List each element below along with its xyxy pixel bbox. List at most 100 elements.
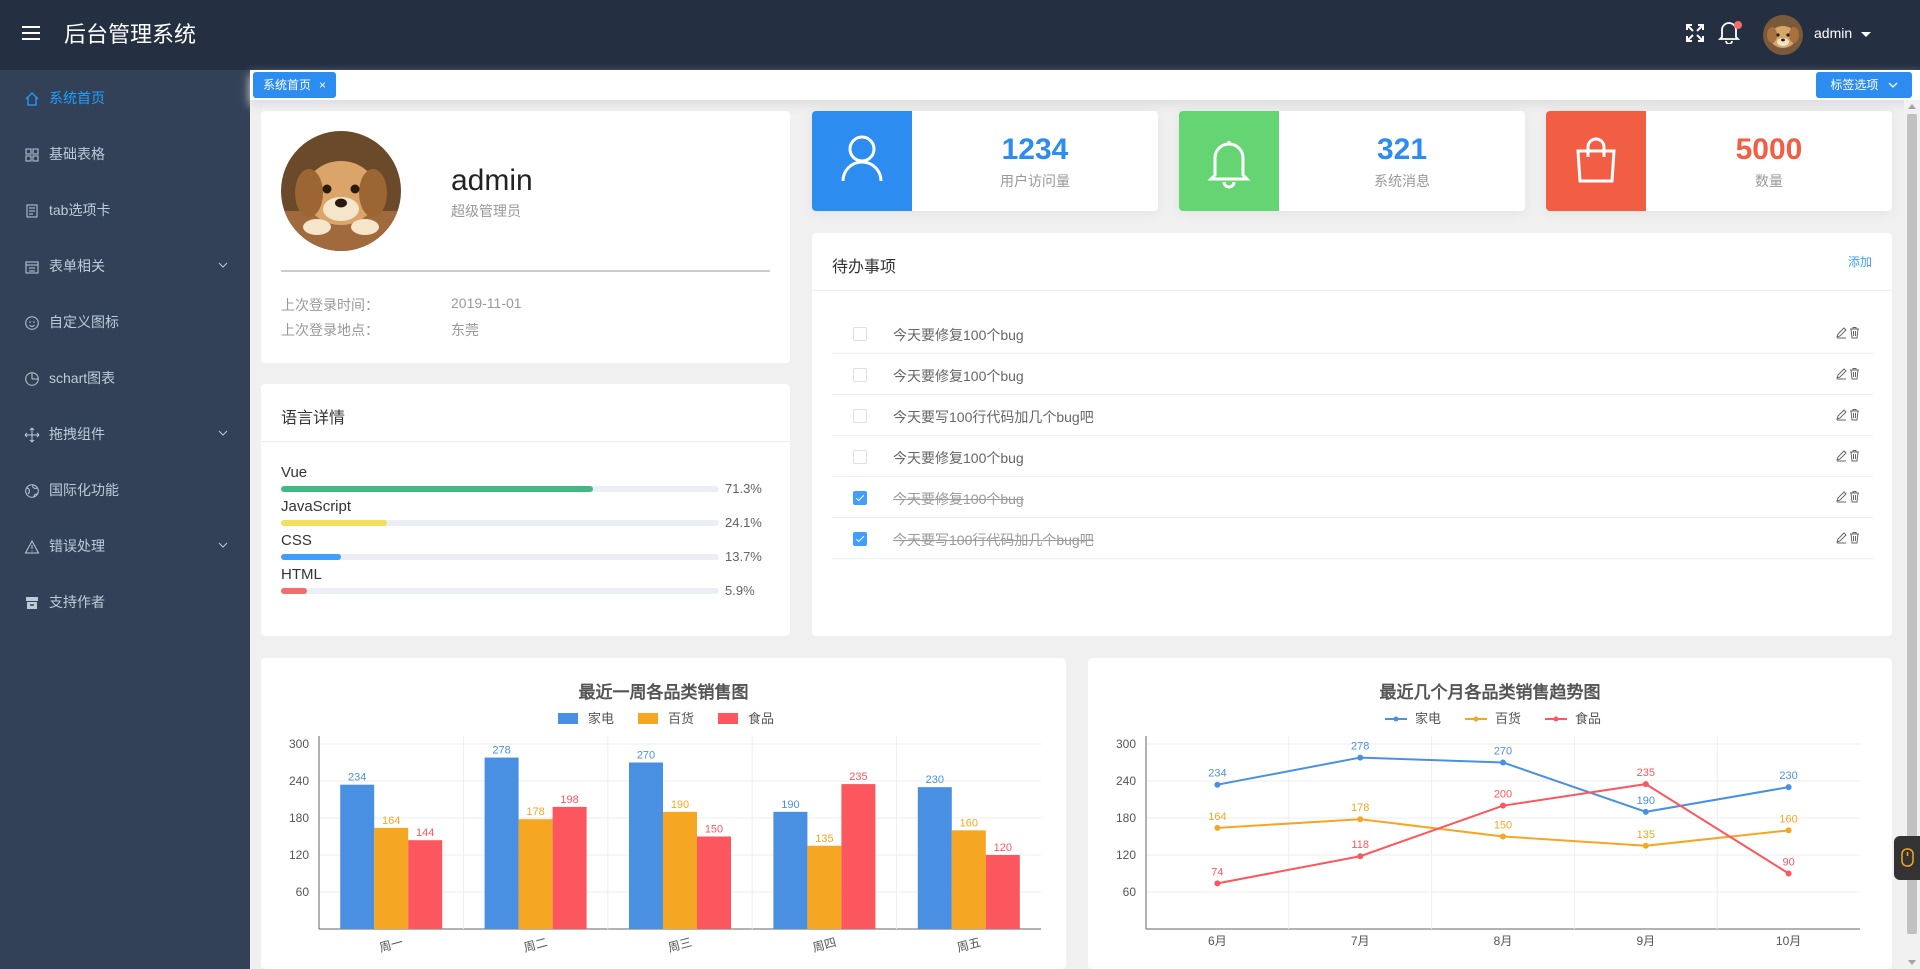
tag-options-button[interactable]: 标签选项 xyxy=(1816,72,1912,98)
present-icon xyxy=(26,597,38,609)
bar-value-label: 160 xyxy=(960,817,978,829)
sidebar-item-home[interactable]: 系统首页 xyxy=(0,70,250,126)
user-icon xyxy=(841,135,883,182)
scrollbar-thumb[interactable] xyxy=(1907,114,1917,934)
bar xyxy=(518,819,553,929)
data-point xyxy=(1357,754,1364,761)
legend-label: 家电 xyxy=(1415,711,1441,726)
bar xyxy=(951,830,986,929)
bar xyxy=(663,811,697,929)
edit-icon[interactable] xyxy=(1835,408,1848,421)
scroll-down-arrow-icon[interactable] xyxy=(1908,960,1916,965)
bar-value-label: 120 xyxy=(994,842,1012,854)
sidebar-item-custom-icons[interactable]: 自定义图标 xyxy=(0,294,250,350)
point-value-label: 278 xyxy=(1351,741,1369,753)
todo-checkbox[interactable] xyxy=(853,450,867,464)
data-point xyxy=(1500,759,1506,766)
sidebar-item-drag[interactable]: 拖拽组件 xyxy=(0,406,250,462)
language-percent: 5.9% xyxy=(725,583,755,598)
sidebar-item-label: 自定义图标 xyxy=(49,314,119,330)
caret-down-icon[interactable] xyxy=(1861,32,1871,37)
tags-bar: 系统首页 × 标签选项 xyxy=(250,70,1920,100)
language-name: HTML xyxy=(281,566,322,583)
last-login-place-label: 上次登录地点： xyxy=(281,322,379,338)
side-widget[interactable] xyxy=(1894,836,1920,880)
data-point xyxy=(1357,816,1364,823)
x-tick-label: 7月 xyxy=(1351,934,1370,948)
progress-track xyxy=(281,554,719,560)
todo-checkbox[interactable] xyxy=(853,368,867,382)
chevron-down-icon xyxy=(218,542,228,548)
monthly-trend-line-chart-card: 最近几个月各品类销售趋势图 家电 百货 食品 60 120 180 240 300 234 278 2… xyxy=(1088,658,1892,969)
sidebar-item-i18n[interactable]: 国际化功能 xyxy=(0,462,250,518)
data-point xyxy=(1642,808,1649,815)
fullscreen-icon[interactable] xyxy=(1686,24,1704,42)
todo-checkbox[interactable] xyxy=(853,532,867,546)
delete-icon[interactable] xyxy=(1848,326,1861,339)
bar-value-label: 190 xyxy=(781,799,799,811)
close-icon[interactable]: × xyxy=(319,78,327,92)
chart-title: 最近一周各品类销售图 xyxy=(579,682,749,702)
bar xyxy=(340,784,375,929)
delete-icon[interactable] xyxy=(1848,367,1861,380)
edit-icon[interactable] xyxy=(1835,367,1848,380)
add-todo-button[interactable]: 添加 xyxy=(1847,255,1872,269)
sidebar-item-charts[interactable]: schart图表 xyxy=(0,350,250,406)
bar-value-label: 150 xyxy=(705,824,723,836)
language-row: HTML 5.9% xyxy=(281,566,761,600)
y-tick-label: 300 xyxy=(289,737,309,751)
sidebar-item-forms[interactable]: 表单相关 xyxy=(0,238,250,294)
chart-title: 最近几个月各品类销售趋势图 xyxy=(1380,682,1601,702)
tag-home[interactable]: 系统首页 × xyxy=(253,72,337,98)
stat-icon-bg xyxy=(812,111,912,211)
edit-icon[interactable] xyxy=(1835,490,1848,503)
header-avatar[interactable] xyxy=(1763,15,1803,55)
sidebar-item-support[interactable]: 支持作者 xyxy=(0,574,250,630)
sidebar-item-errors[interactable]: 错误处理 xyxy=(0,518,250,574)
sidebar-item-label: 基础表格 xyxy=(49,146,105,162)
notification-badge-dot xyxy=(1734,21,1742,29)
progress-fill xyxy=(281,486,594,492)
sidebar-item-label: 拖拽组件 xyxy=(49,426,105,442)
data-point xyxy=(1214,781,1221,788)
page-scrollbar[interactable] xyxy=(1904,100,1920,969)
tag-options-label: 标签选项 xyxy=(1830,78,1879,92)
scroll-up-arrow-icon[interactable] xyxy=(1908,104,1916,109)
todo-checkbox[interactable] xyxy=(853,327,867,341)
edit-icon[interactable] xyxy=(1835,326,1848,339)
sidebar-item-basic-table[interactable]: 基础表格 xyxy=(0,126,250,182)
x-tick-label: 周一 xyxy=(378,935,405,955)
user-avatar xyxy=(281,131,401,251)
last-login-time-value: 2019-11-01 xyxy=(451,295,522,311)
user-info-card: admin 超级管理员 上次登录时间： 2019-11-01 上次登录地点： 东… xyxy=(261,111,790,363)
app-title: 后台管理系统 xyxy=(64,22,197,47)
todo-checkbox[interactable] xyxy=(853,409,867,423)
x-tick-label: 周三 xyxy=(667,935,694,955)
sidebar-item-tabs[interactable]: tab选项卡 xyxy=(0,182,250,238)
data-point xyxy=(1500,833,1506,840)
sidebar-item-label: 表单相关 xyxy=(49,258,105,274)
last-login-place-value: 东莞 xyxy=(451,322,479,338)
bar xyxy=(408,840,443,929)
delete-icon[interactable] xyxy=(1848,531,1861,544)
legend-label: 食品 xyxy=(1575,711,1601,726)
collapse-menu-icon[interactable] xyxy=(22,26,40,42)
legend-label: 百货 xyxy=(668,711,694,726)
username-dropdown[interactable]: admin xyxy=(1814,25,1853,41)
delete-icon[interactable] xyxy=(1848,490,1861,503)
rank-move-icon xyxy=(24,427,40,443)
edit-icon[interactable] xyxy=(1835,531,1848,544)
notification-button[interactable] xyxy=(1717,20,1742,45)
bar-value-label: 278 xyxy=(492,745,510,757)
edit-icon[interactable] xyxy=(1835,449,1848,462)
legend-label: 食品 xyxy=(748,711,774,726)
sidebar-item-label: tab选项卡 xyxy=(49,202,111,218)
delete-icon[interactable] xyxy=(1848,449,1861,462)
bar xyxy=(629,762,663,929)
legend-swatch xyxy=(718,713,738,724)
todo-checkbox[interactable] xyxy=(853,491,867,505)
delete-icon[interactable] xyxy=(1848,408,1861,421)
x-tick-label: 10月 xyxy=(1776,934,1801,948)
